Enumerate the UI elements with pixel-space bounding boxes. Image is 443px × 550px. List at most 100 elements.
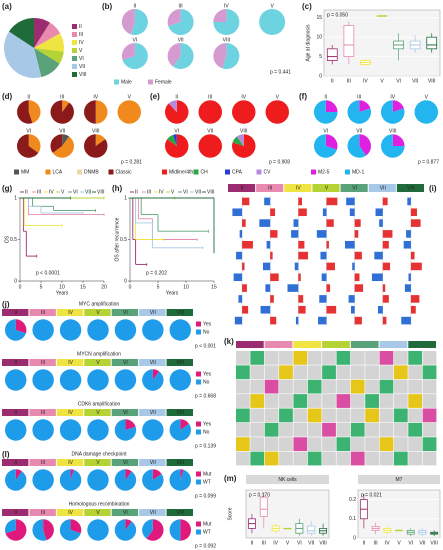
legend-swatch: [196, 329, 201, 335]
legend-label: Mut: [203, 471, 212, 477]
group-strip: [284, 184, 312, 192]
pie-slice: [15, 319, 27, 334]
legend-swatch: [196, 371, 201, 377]
bar: [234, 316, 243, 325]
cell: [236, 422, 250, 437]
legend-swatch: [72, 24, 77, 29]
group-strip: [84, 309, 111, 316]
pie-slice: [380, 134, 405, 158]
cell: [379, 365, 394, 380]
pie-slice: [152, 469, 162, 480]
cell: [408, 437, 423, 452]
y-tick-label: 15: [316, 15, 322, 21]
cell: [393, 379, 408, 394]
cell: [393, 365, 408, 380]
group-strip: [29, 309, 56, 316]
bar: [242, 262, 245, 271]
group-label: III: [41, 310, 45, 316]
pie-slice: [114, 469, 137, 491]
pie-slice: [121, 9, 135, 35]
p-value: p = 0.441: [270, 69, 291, 75]
cell: [293, 451, 308, 466]
pie-slice: [172, 43, 194, 69]
bar: [270, 230, 278, 238]
bar: [291, 230, 299, 238]
cell: [422, 394, 437, 408]
cell: [350, 437, 365, 452]
x-tick-label: III: [262, 540, 266, 546]
cell: [279, 365, 293, 380]
pie-slice: [314, 134, 337, 158]
p-value: p = 0.202: [146, 270, 167, 276]
cell: [393, 408, 408, 423]
pie-slice: [169, 469, 191, 491]
panel-label: (g): [2, 184, 13, 193]
pie-slice: [152, 369, 160, 380]
pie-slice: [52, 136, 74, 158]
group-strip: [84, 359, 111, 366]
pie-slice: [236, 134, 244, 146]
legend-swatch: [196, 479, 201, 485]
group-label: VII: [150, 360, 156, 366]
legend-swatch: [256, 169, 262, 175]
group-label: IV: [296, 185, 301, 191]
cell: [322, 437, 336, 452]
pie-slice: [167, 9, 181, 27]
pie-slice: [325, 134, 338, 150]
bar: [404, 284, 411, 292]
x-tick-label: II: [362, 540, 365, 546]
bar: [410, 251, 415, 260]
pie-slice: [121, 43, 135, 61]
bar: [410, 295, 420, 303]
pie-slice: [43, 519, 54, 541]
group-label: VIII: [177, 510, 185, 516]
bar: [298, 208, 307, 217]
cell: [393, 422, 408, 437]
group-label: VI: [352, 185, 357, 191]
group-strip: [2, 459, 29, 466]
legend-swatch: [72, 48, 77, 53]
pie-slice: [70, 469, 74, 480]
cell: [307, 351, 322, 365]
cell: [422, 408, 437, 423]
bar: [382, 240, 389, 249]
legend-label: M2-5: [318, 169, 330, 175]
group-strip: [368, 184, 396, 192]
cell: [236, 351, 250, 365]
cell: [264, 437, 279, 452]
cell: [350, 451, 365, 466]
pie-slice: [70, 519, 82, 534]
bar: [346, 197, 355, 206]
legend-swatch: [311, 169, 316, 175]
cell: [264, 379, 279, 394]
cell: [408, 365, 423, 380]
pie-slice: [165, 134, 189, 158]
y-tick-label: 10: [316, 35, 322, 41]
legend-label: II: [135, 189, 138, 195]
x-tick-label: VII: [412, 78, 418, 84]
pie-slice: [4, 469, 27, 491]
cell: [336, 422, 351, 437]
cell: [293, 437, 308, 452]
pie-slice: [32, 519, 47, 541]
y-tick-label: 0: [319, 73, 322, 79]
legend-swatch: [162, 169, 167, 175]
legend-label: Yes: [203, 421, 212, 427]
bar: [238, 295, 243, 303]
box-title: NK cells: [278, 477, 297, 483]
legend-label: IV: [159, 189, 164, 195]
pie-slice: [50, 100, 75, 124]
cell: [322, 451, 336, 466]
pie-slice: [59, 519, 81, 541]
cell: [250, 451, 265, 466]
legend-swatch: [14, 169, 19, 175]
y-tick-label: 0: [14, 278, 17, 284]
cell: [379, 394, 394, 408]
group-strip: [111, 459, 139, 466]
cell: [322, 365, 336, 380]
group-strip: [166, 509, 193, 516]
group-strip: [139, 409, 166, 416]
pie-slice: [95, 100, 108, 124]
legend-swatch: [193, 169, 199, 175]
group-label: VII: [150, 410, 156, 416]
